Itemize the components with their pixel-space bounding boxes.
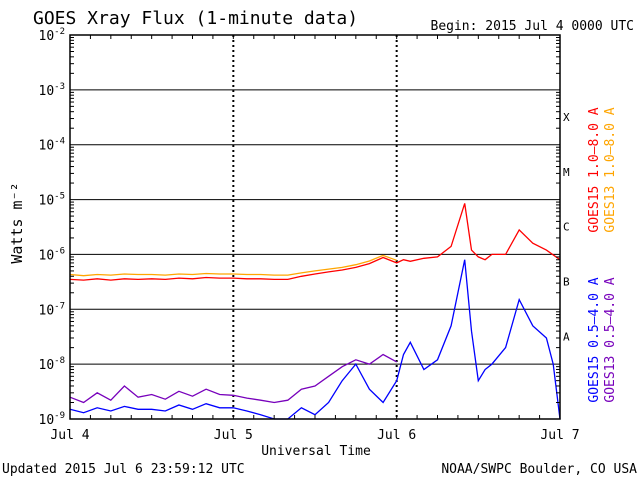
y-tick-label: 10-5 — [39, 192, 66, 209]
axes: 10-9 10-8 10-7 10-6 10-5 10-4 10-3 10-2 Jul 4 Jul… — [39, 27, 580, 443]
x-tick-label: Jul 6 — [377, 428, 416, 443]
legend: GOES15 1.0–8.0 A GOES13 1.0–8.0 A GOES15 0… — [587, 107, 618, 402]
y-tick-label: 10-8 — [39, 356, 66, 373]
footer-credit: NOAA/SWPC Boulder, CO USA — [441, 462, 637, 477]
flare-class-label: A — [563, 330, 570, 343]
grid — [70, 35, 560, 419]
y-tick-label: 10-3 — [39, 82, 66, 99]
flare-class-label: B — [563, 276, 570, 289]
series-line-0 — [69, 203, 561, 281]
series-line-2 — [69, 259, 561, 420]
y-axis-label: Watts m⁻² — [8, 182, 26, 263]
flare-class-label: M — [563, 166, 570, 179]
legend-entry: GOES13 1.0–8.0 A — [603, 107, 618, 232]
legend-entry: GOES15 0.5–4.0 A — [587, 277, 602, 402]
y-tick-label: 10-7 — [39, 301, 66, 318]
series-line-1 — [69, 254, 397, 277]
footer-updated: Updated 2015 Jul 6 23:59:12 UTC — [2, 462, 245, 477]
x-tick-label: Jul 4 — [50, 428, 89, 443]
x-tick-label: Jul 5 — [214, 428, 253, 443]
plot-frame — [69, 34, 561, 420]
y-tick-label: 10-2 — [39, 27, 66, 44]
y-tick-label: 10-6 — [39, 246, 66, 263]
legend-entry: GOES15 1.0–8.0 A — [587, 107, 602, 232]
series-lines — [69, 203, 561, 420]
legend-entry: GOES13 0.5–4.0 A — [603, 277, 618, 402]
begin-label: Begin: 2015 Jul 4 0000 UTC — [431, 19, 635, 34]
x-tick-label: Jul 7 — [540, 428, 579, 443]
y-tick-label: 10-9 — [39, 411, 66, 428]
x-axis-label: Universal Time — [261, 444, 371, 459]
flare-class-label: C — [563, 221, 570, 234]
y-tick-label: 10-4 — [39, 137, 66, 154]
series-line-3 — [69, 353, 398, 404]
chart-title: GOES Xray Flux (1-minute data) — [33, 8, 358, 29]
flare-class-label: X — [563, 111, 570, 124]
